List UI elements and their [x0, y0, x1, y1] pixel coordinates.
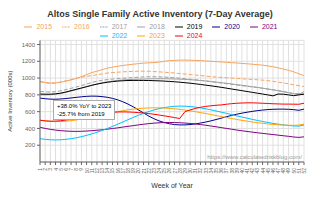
svg-text:400: 400 — [25, 126, 36, 132]
svg-text:42: 42 — [249, 168, 256, 174]
svg-text:23: 23 — [150, 168, 157, 174]
svg-text:39: 39 — [233, 168, 240, 174]
svg-text:46: 46 — [269, 168, 276, 174]
html-text:2020: 2020 — [224, 23, 240, 30]
svg-text:31: 31 — [192, 168, 199, 174]
svg-text:32: 32 — [197, 168, 204, 174]
svg-text:17: 17 — [119, 168, 126, 174]
svg-text:48: 48 — [280, 168, 287, 174]
html-text:2019: 2019 — [186, 23, 203, 30]
svg-text:12: 12 — [93, 168, 100, 174]
svg-text:200: 200 — [25, 142, 36, 148]
svg-text:1200: 1200 — [22, 58, 36, 64]
svg-text:28: 28 — [176, 168, 183, 174]
svg-text:20: 20 — [135, 168, 142, 174]
html-text:2015: 2015 — [36, 23, 52, 30]
svg-text:18: 18 — [125, 168, 131, 174]
svg-text:4: 4 — [52, 168, 59, 171]
svg-text:1000: 1000 — [22, 75, 36, 81]
svg-text:800: 800 — [25, 92, 36, 98]
html-text:2022: 2022 — [111, 32, 128, 40]
svg-text:13: 13 — [99, 168, 106, 174]
svg-text:21: 21 — [140, 168, 147, 174]
svg-text:16: 16 — [114, 168, 121, 174]
svg-text:43: 43 — [254, 168, 261, 174]
html-text:+38.0% YoY to 2023 -25.7% from: +38.0% YoY to 2023 -25.7% from 2019 — [57, 103, 112, 117]
html-text:2023: 2023 — [149, 32, 165, 40]
svg-text:5: 5 — [57, 168, 64, 171]
svg-text:1: 1 — [37, 168, 43, 171]
svg-text:41: 41 — [244, 168, 251, 174]
svg-text:47: 47 — [275, 168, 282, 174]
html-text:Altos Single Family Active Inv: Altos Single Family Active Inventory (7-… — [47, 9, 273, 19]
svg-text:44: 44 — [259, 168, 266, 174]
svg-text:9: 9 — [78, 168, 85, 171]
svg-text:24: 24 — [156, 168, 163, 174]
svg-text:40: 40 — [238, 168, 245, 174]
html-text:2018: 2018 — [149, 23, 165, 30]
svg-text:25: 25 — [161, 168, 168, 174]
svg-text:50: 50 — [290, 168, 297, 174]
svg-text:Week of Year: Week of Year — [151, 182, 193, 188]
svg-text:49: 49 — [285, 168, 292, 174]
svg-text:3: 3 — [47, 168, 54, 171]
html-text:2024: 2024 — [186, 32, 203, 40]
svg-text:Active Inventory (000s): Active Inventory (000s) — [8, 70, 13, 131]
html-text:https://www.calculatedriskblog: https://www.calculatedriskblog.com/ — [207, 154, 302, 160]
svg-text:11: 11 — [88, 168, 95, 174]
svg-text:29: 29 — [181, 168, 188, 174]
svg-text:10: 10 — [83, 168, 90, 174]
svg-text:27: 27 — [171, 168, 178, 174]
svg-text:30: 30 — [187, 168, 194, 174]
svg-text:34: 34 — [207, 168, 214, 174]
svg-text:15: 15 — [109, 168, 116, 174]
html-text:2017: 2017 — [111, 23, 128, 30]
svg-text:45: 45 — [264, 168, 271, 174]
svg-text:26: 26 — [166, 168, 173, 174]
svg-text:38: 38 — [228, 168, 235, 174]
svg-text:36: 36 — [218, 168, 225, 174]
svg-text:33: 33 — [202, 168, 209, 174]
svg-text:37: 37 — [223, 168, 230, 174]
svg-text:8: 8 — [73, 168, 80, 171]
svg-text:35: 35 — [213, 168, 219, 174]
svg-text:19: 19 — [130, 168, 137, 174]
svg-text:22: 22 — [145, 168, 152, 174]
html-text:2016: 2016 — [74, 23, 90, 30]
svg-text:6: 6 — [62, 168, 69, 171]
svg-text:600: 600 — [25, 109, 36, 115]
svg-text:51: 51 — [295, 168, 302, 174]
svg-text:2: 2 — [42, 168, 49, 171]
svg-text:14: 14 — [104, 168, 111, 174]
svg-text:1400: 1400 — [22, 42, 36, 48]
svg-text:7: 7 — [68, 168, 75, 171]
svg-text:52: 52 — [301, 168, 307, 174]
html-text:2021: 2021 — [261, 23, 278, 30]
